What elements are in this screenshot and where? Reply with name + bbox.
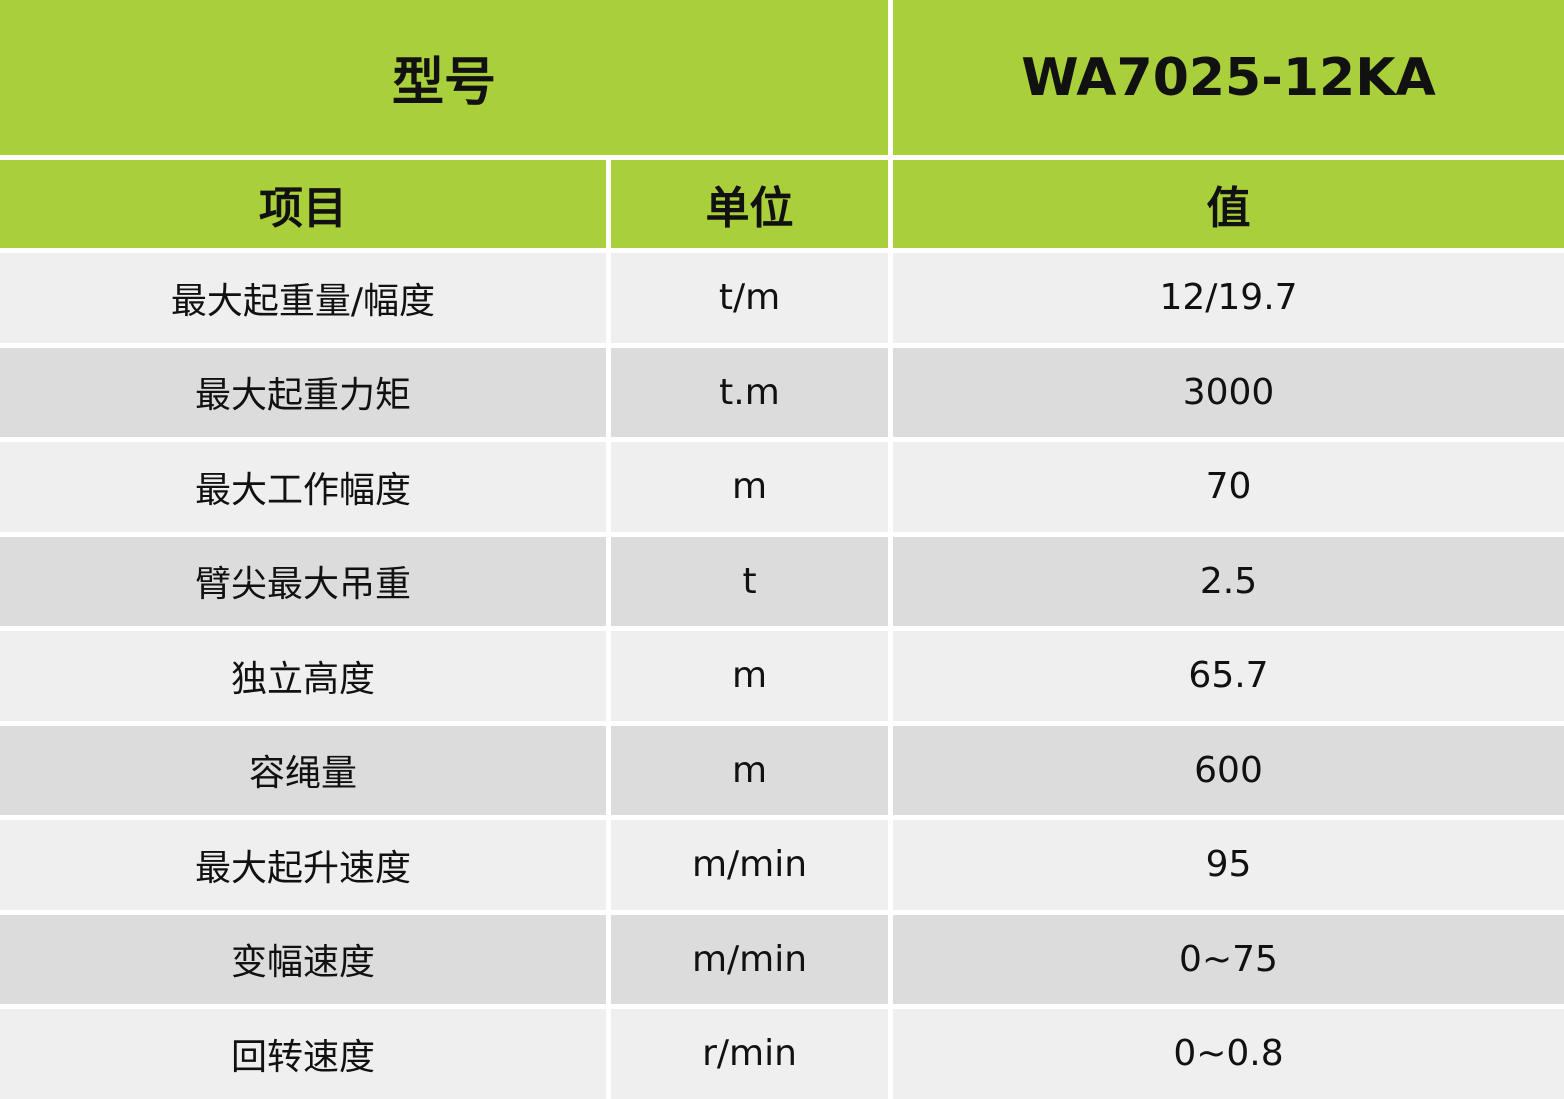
- item-cell: 变幅速度: [0, 914, 606, 1004]
- item-cell: 回转速度: [0, 1009, 606, 1099]
- unit-cell: t: [611, 536, 888, 626]
- value-cell: 65.7: [893, 631, 1564, 721]
- item-cell: 臂尖最大吊重: [0, 536, 606, 626]
- model-label: 型号: [0, 0, 888, 155]
- value-cell: 3000: [893, 347, 1564, 437]
- unit-cell: m/min: [611, 820, 888, 910]
- value-cell: 0~75: [893, 914, 1564, 1004]
- unit-cell: m: [611, 442, 888, 532]
- unit-cell: t/m: [611, 253, 888, 343]
- unit-cell: m/min: [611, 914, 888, 1004]
- item-cell: 最大工作幅度: [0, 442, 606, 532]
- column-header: 单位: [611, 160, 888, 248]
- unit-cell: m: [611, 631, 888, 721]
- value-cell: 600: [893, 725, 1564, 815]
- unit-cell: r/min: [611, 1009, 888, 1099]
- value-cell: 70: [893, 442, 1564, 532]
- item-cell: 最大起重力矩: [0, 347, 606, 437]
- value-cell: 2.5: [893, 536, 1564, 626]
- value-cell: 95: [893, 820, 1564, 910]
- unit-cell: m: [611, 725, 888, 815]
- unit-cell: t.m: [611, 347, 888, 437]
- item-cell: 独立高度: [0, 631, 606, 721]
- item-cell: 最大起重量/幅度: [0, 253, 606, 343]
- item-cell: 容绳量: [0, 725, 606, 815]
- item-cell: 最大起升速度: [0, 820, 606, 910]
- model-name: WA7025-12KA: [893, 0, 1564, 155]
- column-header: 值: [893, 160, 1564, 248]
- value-cell: 0~0.8: [893, 1009, 1564, 1099]
- value-cell: 12/19.7: [893, 253, 1564, 343]
- column-header: 项目: [0, 160, 606, 248]
